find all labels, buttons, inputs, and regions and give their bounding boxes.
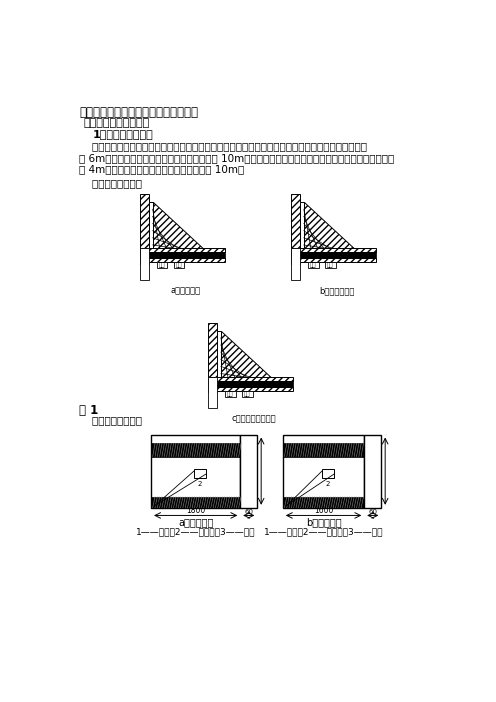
- Polygon shape: [221, 331, 275, 380]
- Text: 1600: 1600: [314, 506, 333, 515]
- Text: 三、通风设施安全质量标准化达标规范: 三、通风设施安全质量标准化达标规范: [79, 106, 198, 119]
- Text: 风门的构筑要依据巷道的断面及运输要求确定具体风门类型，构筑过车行人风门，两道风门间距要大: 风门的构筑要依据巷道的断面及运输要求确定具体风门类型，构筑过车行人风门，两道风门…: [79, 141, 367, 151]
- Bar: [174, 262, 185, 268]
- Text: 2: 2: [198, 481, 202, 486]
- Text: 风门类型如下图：: 风门类型如下图：: [79, 178, 142, 188]
- Text: b）行人风门: b）行人风门: [306, 517, 341, 527]
- Text: a）通车风门: a）通车风门: [178, 517, 213, 527]
- Text: c）防突风门（门）: c）防突风门（门）: [232, 415, 276, 423]
- Bar: [139, 194, 149, 264]
- Text: a）行人风门: a）行人风门: [171, 286, 201, 295]
- Text: 于 6m，构筑过支架风门，两道风门间距要大于 10m，正、反向风门均要设置齐全，构筑防突风门，间距大: 于 6m，构筑过支架风门，两道风门间距要大于 10m，正、反向风门均要设置齐全，…: [79, 153, 394, 163]
- Text: 1——拉手；2——降压孔；3——门帘: 1——拉手；2——降压孔；3——门帘: [136, 528, 255, 537]
- Bar: [300, 202, 304, 252]
- Bar: [151, 435, 240, 508]
- Text: 60: 60: [244, 510, 253, 515]
- Text: 60: 60: [368, 510, 377, 515]
- Bar: [139, 249, 149, 280]
- Bar: [208, 377, 217, 409]
- Polygon shape: [153, 202, 207, 252]
- Bar: [308, 262, 318, 268]
- Bar: [322, 469, 334, 479]
- Bar: [283, 435, 364, 508]
- Bar: [151, 497, 240, 508]
- Bar: [240, 435, 257, 508]
- Text: 门扇: 门扇: [327, 263, 333, 268]
- Bar: [194, 469, 206, 479]
- Text: 2: 2: [326, 481, 330, 486]
- Text: 风门门型如下图：: 风门门型如下图：: [79, 416, 142, 425]
- Text: 1——拉手；2——降压孔；3——门帘: 1——拉手；2——降压孔；3——门帘: [264, 528, 383, 537]
- Bar: [139, 252, 225, 258]
- Text: 1、风门类型及规格: 1、风门类型及规格: [93, 129, 154, 139]
- Bar: [242, 391, 252, 397]
- Bar: [291, 194, 300, 264]
- Text: 图 1: 图 1: [79, 404, 98, 417]
- Bar: [208, 377, 293, 380]
- Text: 门框: 门框: [159, 263, 165, 268]
- Text: 门框: 门框: [310, 263, 316, 268]
- Bar: [291, 252, 376, 258]
- Bar: [151, 444, 240, 456]
- Bar: [325, 262, 336, 268]
- Bar: [149, 202, 153, 252]
- Text: 门扇: 门扇: [244, 391, 250, 397]
- Text: 于 4m，第二道风门距工作面回风巷不得小于 10m。: 于 4m，第二道风门距工作面回风巷不得小于 10m。: [79, 164, 245, 174]
- Bar: [364, 435, 381, 508]
- Bar: [291, 249, 300, 280]
- Bar: [225, 391, 236, 397]
- Text: 门框: 门框: [227, 391, 234, 397]
- Bar: [217, 331, 221, 380]
- Text: （一）风门构筑标准：: （一）风门构筑标准：: [84, 118, 150, 128]
- Bar: [139, 258, 225, 262]
- Bar: [139, 249, 225, 252]
- Text: 门扇: 门扇: [176, 263, 182, 268]
- Bar: [291, 249, 376, 252]
- Text: b）过支架风门: b）过支架风门: [319, 286, 355, 295]
- Bar: [283, 497, 364, 508]
- Bar: [208, 323, 217, 392]
- Bar: [157, 262, 168, 268]
- Bar: [208, 380, 293, 387]
- Polygon shape: [304, 202, 358, 252]
- Bar: [208, 387, 293, 391]
- Bar: [291, 258, 376, 262]
- Bar: [283, 444, 364, 456]
- Text: 1800: 1800: [186, 506, 205, 515]
